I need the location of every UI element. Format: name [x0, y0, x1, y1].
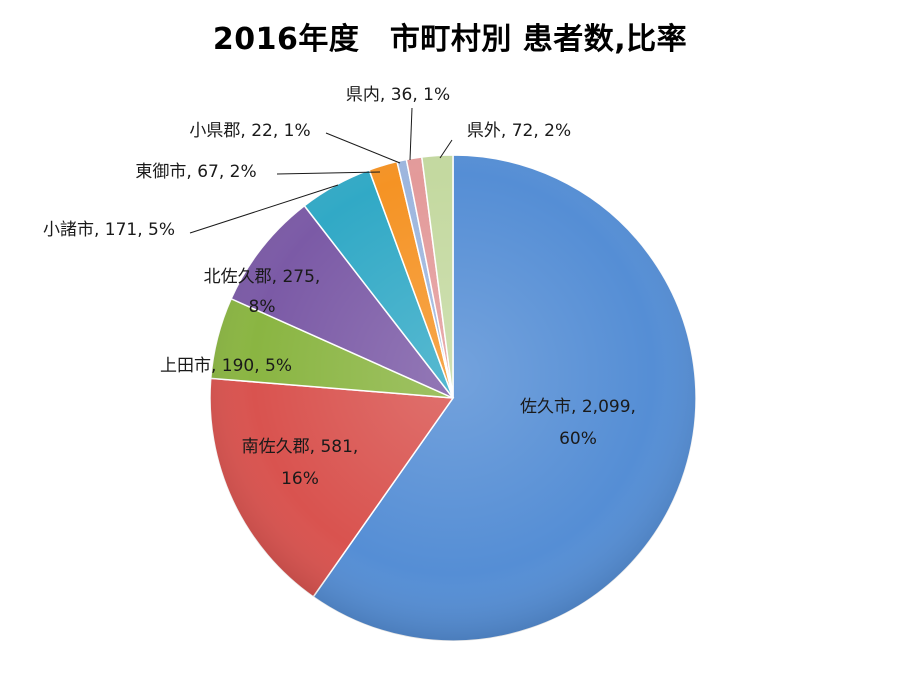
leader-line-6	[276, 171, 381, 175]
slice-label-4-line-1: 北佐久郡, 275,	[204, 267, 321, 287]
slice-label-8: 県内, 36, 1%	[346, 85, 450, 105]
leader-line-9	[439, 139, 453, 159]
slice-label-1-line-2: 60%	[559, 429, 597, 449]
leader-line-7	[325, 132, 401, 164]
chart-title: 2016年度 市町村別 患者数,比率	[212, 22, 688, 57]
slice-label-7: 小県郡, 22, 1%	[189, 121, 310, 141]
slice-label-9: 県外, 72, 2%	[467, 121, 571, 141]
pie-labels: 佐久市, 2,099, 60% 南佐久郡, 581, 16% 上田市, 190, 5% 北…	[43, 85, 636, 489]
slice-label-2-line-2: 16%	[281, 469, 319, 489]
leader-line-5	[189, 184, 339, 234]
slice-label-1-line-1: 佐久市, 2,099,	[520, 397, 636, 417]
slice-label-3: 上田市, 190, 5%	[160, 356, 292, 376]
slice-label-6: 東御市, 67, 2%	[135, 162, 256, 182]
slice-label-2-line-1: 南佐久郡, 581,	[242, 437, 359, 457]
leader-line-8	[409, 107, 413, 161]
slice-label-4-line-2: 8%	[249, 297, 276, 317]
slice-label-5: 小諸市, 171, 5%	[43, 220, 175, 240]
